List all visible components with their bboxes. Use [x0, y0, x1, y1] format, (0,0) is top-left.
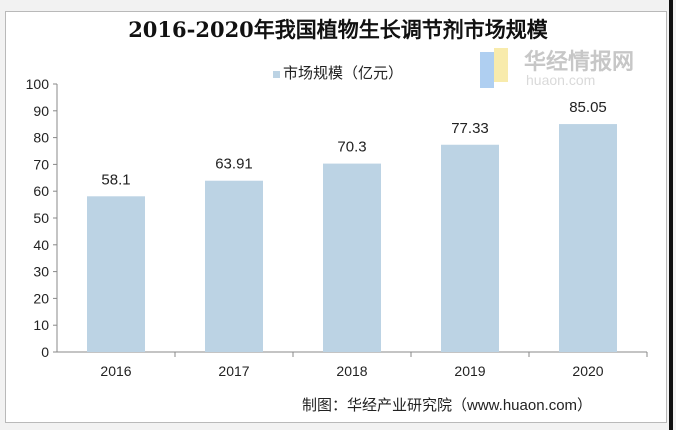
watermark-url: huaon.com [526, 72, 596, 88]
bar-2016 [87, 196, 145, 352]
y-tick-label: 90 [33, 103, 49, 119]
y-tick-label: 80 [33, 130, 49, 146]
chart-title: 2016-2020年我国植物生长调节剂市场规模 [128, 17, 548, 42]
watermark-logo-icon [480, 48, 508, 88]
y-tick-label: 20 [33, 290, 49, 306]
y-tick-label: 0 [41, 344, 49, 360]
y-tick-label: 60 [33, 183, 49, 199]
watermark: 华经情报网 huaon.com [480, 44, 650, 94]
bar-2018 [323, 163, 381, 352]
y-tick-label: 10 [33, 317, 49, 333]
x-tick-label: 2018 [336, 363, 367, 379]
data-label: 63.91 [215, 156, 253, 173]
x-tick-label: 2020 [572, 363, 603, 379]
x-tick-label: 2017 [218, 363, 249, 379]
data-label: 85.05 [569, 99, 607, 116]
data-label: 77.33 [451, 120, 489, 137]
y-tick-label: 100 [26, 76, 50, 92]
legend-label: 市场规模（亿元） [282, 65, 403, 82]
y-tick-label: 40 [33, 237, 49, 253]
y-tick-label: 30 [33, 264, 49, 280]
window-edge [669, 0, 673, 430]
x-tick-label: 2016 [100, 363, 131, 379]
watermark-text: 华经情报网 [524, 49, 635, 74]
legend: 市场规模（亿元） [0, 62, 676, 83]
data-label: 70.3 [337, 139, 366, 156]
legend-swatch [272, 70, 280, 78]
bar-2020 [559, 124, 617, 352]
bar-2017 [205, 180, 263, 352]
data-label: 58.1 [101, 171, 130, 188]
y-tick-label: 50 [33, 210, 49, 226]
y-tick-label: 70 [33, 156, 49, 172]
x-tick-label: 2019 [454, 363, 485, 379]
bar-2019 [441, 144, 499, 352]
source-note: 制图：华经产业研究院（www.huaon.com） [302, 397, 593, 414]
